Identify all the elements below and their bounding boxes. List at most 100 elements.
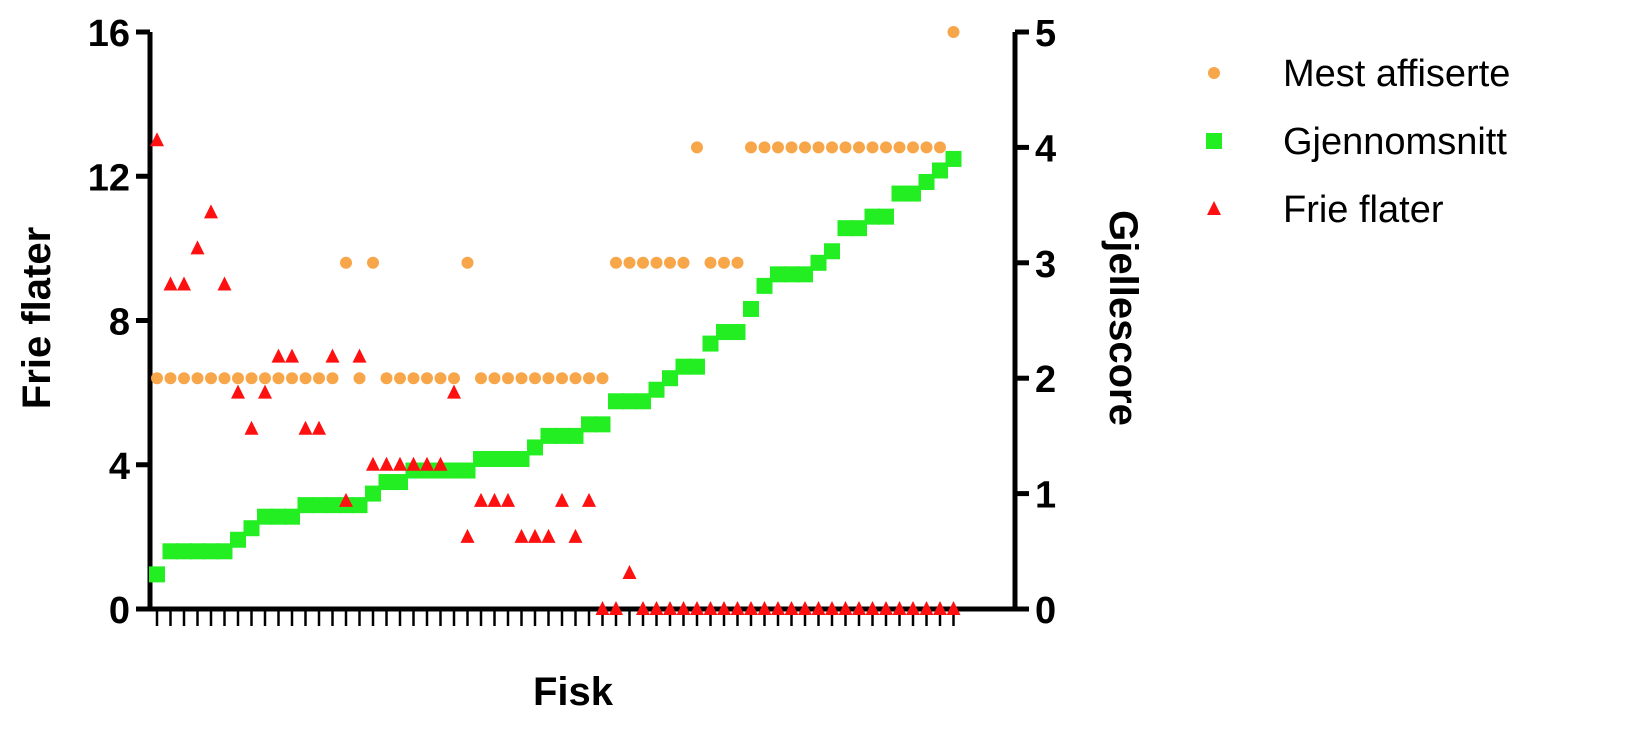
square-point [594,416,611,433]
circle-point [488,372,501,385]
legend-label: Mest affiserte [1283,53,1510,95]
square-point [770,266,786,283]
triangle-point [757,601,772,615]
circle-point [718,256,730,269]
circle-point [475,372,487,385]
triangle-point [231,384,245,399]
square-point [621,393,638,410]
circle-point [947,26,960,38]
square-point [176,543,192,560]
square-point [810,254,827,271]
circle-point [461,256,474,269]
triangle-point [703,601,718,615]
right-tick-label: 3 [1035,244,1056,286]
triangle-point [730,601,745,615]
legend-item: Frie flater [1207,189,1444,231]
triangle-point [784,601,799,615]
circle-point [407,372,420,385]
square-point [446,462,462,479]
circle-point [799,141,811,154]
triangle-point [420,456,434,471]
triangle-point [298,420,313,435]
triangle-point [933,601,947,615]
triangle-point [541,528,556,543]
triangle-point [879,601,893,615]
square-point [162,543,179,560]
square-point [689,358,705,375]
square-point [257,508,273,525]
triangle-point [150,132,164,147]
triangle-point [447,384,461,399]
circle-point [772,141,784,154]
square-point [567,427,584,444]
triangle-point [690,601,704,615]
triangle-point [622,564,637,579]
circle-point [785,141,798,154]
circle-point [191,372,204,385]
legend-marker [1207,201,1221,215]
circle-point [758,141,771,154]
circle-point [529,372,541,385]
circle-point [245,372,258,385]
circle-point [286,372,298,385]
triangle-point [852,601,866,615]
circle-point [731,256,744,269]
square-point [662,370,678,387]
square-point [608,393,624,410]
circle-point [880,141,892,154]
circle-point [934,141,946,154]
triangle-point [771,601,785,615]
left-tick-label: 4 [109,446,130,488]
triangle-point [825,601,839,615]
square-point [648,381,665,398]
circle-point [515,372,528,385]
circle-point [394,372,406,385]
triangle-point [919,601,934,615]
circle-point [313,372,325,385]
circle-point [502,372,514,385]
triangle-point [271,348,286,363]
circle-point [677,256,690,269]
square-point [675,358,692,375]
square-point [513,450,530,467]
square-point [716,324,732,341]
circle-point [583,372,595,385]
square-point [351,497,368,514]
series-frie-flater [150,132,961,615]
circle-point [299,372,312,385]
triangle-point [217,276,232,291]
left-tick-label: 16 [88,13,130,55]
triangle-point [433,456,448,471]
square-point [297,497,314,514]
left-y-axis-title: Frie flater [15,227,59,409]
square-point [486,450,503,467]
triangle-point [906,601,920,615]
circle-point [380,372,393,385]
triangle-point [379,456,394,471]
square-point [891,185,908,202]
triangle-point [163,276,178,291]
triangle-point [474,492,488,507]
right-tick-label: 4 [1035,128,1056,170]
plot-area [149,26,962,615]
square-point [729,324,746,341]
circle-point [434,372,447,385]
triangle-point [811,601,826,615]
square-point [459,462,476,479]
circle-point [259,372,271,385]
triangle-point [258,384,272,399]
triangle-point [838,601,853,615]
circle-point [542,372,555,385]
triangle-point [649,601,664,615]
square-point [932,162,948,179]
right-y-axis-title: Gjellescore [1101,210,1145,426]
square-point [284,508,300,525]
circle-point [637,256,649,269]
square-point [216,543,233,560]
triangle-point [946,601,961,615]
circle-point [178,372,190,385]
triangle-point [406,456,421,471]
circle-point [907,141,919,154]
right-tick-label: 5 [1035,13,1056,55]
square-point [311,497,327,514]
